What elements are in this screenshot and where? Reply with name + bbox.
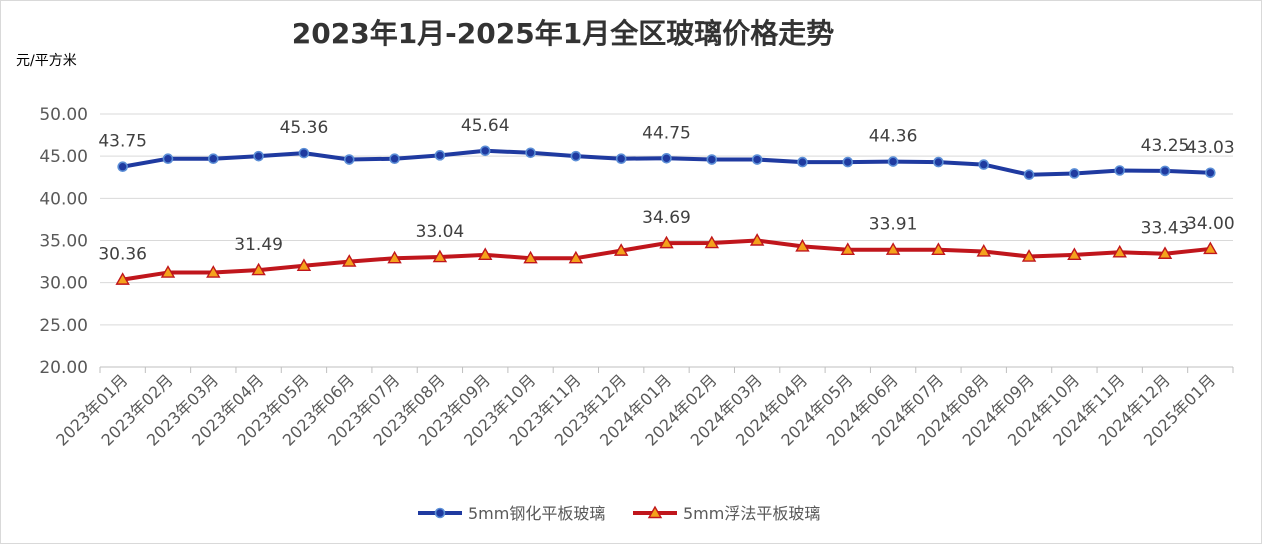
data-point [1203,241,1218,255]
data-point [478,247,493,261]
data-point [842,156,854,168]
data-label: 33.43 [1141,219,1190,239]
data-point [1069,168,1080,179]
data-point [206,265,221,278]
data-point [568,250,584,264]
data-point [659,235,674,249]
y-tick-label: 50.00 [39,105,88,125]
data-point [1021,249,1037,262]
y-axis-unit-label: 元/平方米 [16,53,77,69]
data-point [523,250,538,264]
data-point [117,161,128,173]
data-point [432,249,448,263]
data-label: 33.91 [869,215,918,235]
data-point [160,265,176,278]
data-point [840,242,855,255]
y-tick-label: 45.00 [39,147,88,167]
data-point [525,147,536,159]
data-point [931,242,946,255]
data-point [298,147,310,159]
data-point [706,154,718,165]
y-tick-label: 40.00 [39,189,88,209]
data-point [704,235,720,249]
chart-title: 2023年1月-2025年1月全区玻璃价格走势 [292,17,834,50]
data-point [162,153,174,164]
data-point [342,254,357,267]
data-point [251,262,266,276]
legend-label: 5mm浮法平板玻璃 [683,504,820,523]
y-tick-label: 20.00 [39,358,88,378]
legend-label: 5mm钢化平板玻璃 [468,504,605,523]
data-point [253,150,264,162]
legend-item[interactable]: 5mm浮法平板玻璃 [633,504,820,523]
data-point [343,154,355,165]
data-point [387,250,402,264]
data-point [976,244,991,257]
data-point [1023,169,1035,181]
legend-marker [647,505,663,519]
legend-marker [434,507,446,519]
data-point [479,145,491,157]
data-label: 44.75 [642,123,691,143]
data-label: 43.25 [1141,136,1190,156]
data-point [208,153,219,164]
data-point [615,153,627,164]
data-point [933,156,944,168]
y-tick-label: 30.00 [39,274,88,294]
legend-item[interactable]: 5mm钢化平板玻璃 [418,504,605,523]
data-point [797,156,808,168]
legend[interactable]: 5mm钢化平板玻璃 5mm浮法平板玻璃 [418,504,820,523]
data-label: 33.04 [416,222,465,242]
data-point [1205,167,1216,179]
data-point [978,159,990,170]
data-point [570,150,582,162]
data-label: 30.36 [98,245,147,265]
data-label: 45.36 [280,118,329,138]
y-tick-label: 35.00 [39,232,88,252]
data-point [115,272,130,285]
data-point [887,156,899,167]
data-point [434,150,446,161]
data-point [885,242,901,255]
data-point [661,152,672,164]
data-label: 43.03 [1186,138,1235,158]
data-label: 43.75 [98,132,147,152]
data-point [1157,246,1173,259]
data-point [1067,247,1082,261]
data-point [1114,165,1125,176]
data-label: 45.64 [461,116,510,136]
data-point [1112,244,1127,258]
x-axis: 2023年01月2023年02月2023年03月2023年04月2023年05月… [52,367,1234,450]
y-tick-label: 25.00 [39,316,88,336]
data-point [751,154,763,165]
y-axis-ticks: 20.00 25.00 30.00 35.00 40.00 45.00 50.00 [39,105,88,378]
data-point [1159,165,1171,177]
series-group [115,145,1218,285]
data-point [613,243,629,256]
data-label: 31.49 [234,235,283,255]
data-point [795,238,810,252]
data-point [749,233,765,246]
data-label: 44.36 [869,127,918,147]
data-point [389,153,400,164]
data-label: 34.69 [642,208,691,228]
data-point [296,258,312,271]
data-label: 34.00 [1186,214,1235,234]
